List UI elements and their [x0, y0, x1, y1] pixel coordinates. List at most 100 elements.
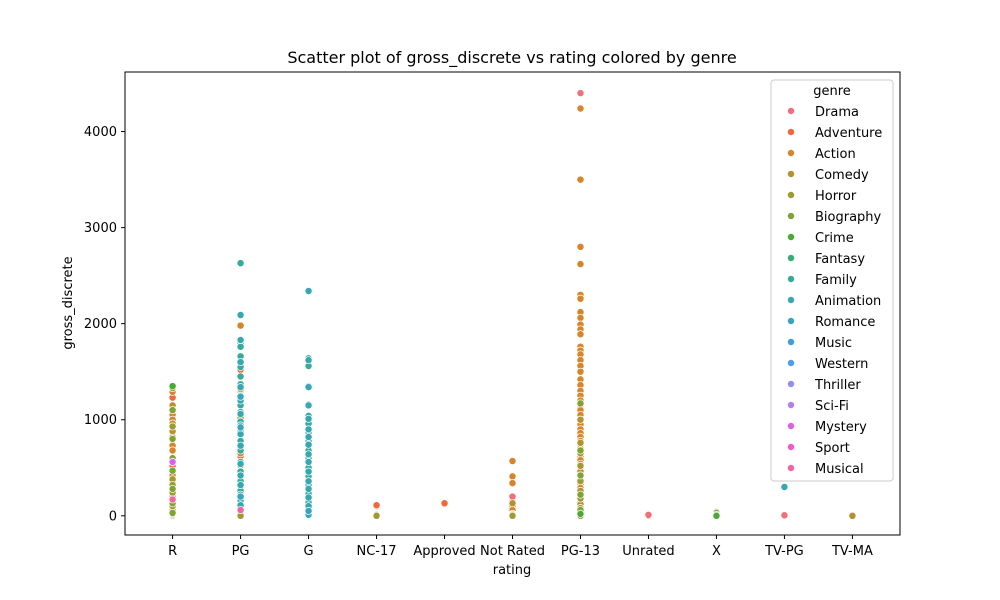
legend-entry-label: Animation — [815, 294, 881, 309]
data-point — [576, 313, 585, 322]
data-point — [304, 493, 313, 502]
data-point — [168, 422, 177, 431]
legend-marker — [787, 317, 795, 325]
data-point — [780, 483, 789, 491]
data-point — [576, 260, 585, 269]
x-tick-label: X — [712, 544, 721, 559]
data-point — [576, 367, 585, 376]
x-tick-label: Approved — [413, 544, 475, 559]
legend-entry-label: Drama — [815, 105, 859, 120]
data-point — [508, 499, 517, 508]
data-point — [304, 383, 313, 392]
y-tick-label: 0 — [109, 509, 117, 524]
data-point — [372, 511, 381, 520]
data-point — [236, 372, 245, 381]
data-point — [576, 446, 585, 455]
y-axis: 0 1000 2000 3000 4000 — [84, 125, 125, 524]
data-point — [236, 441, 245, 450]
data-point — [508, 511, 517, 520]
data-point — [236, 481, 245, 489]
data-point — [508, 492, 517, 501]
y-axis-label: gross_discrete — [61, 256, 76, 349]
data-point — [168, 382, 177, 391]
data-point — [168, 446, 177, 455]
data-point — [576, 399, 585, 408]
legend: genre Drama Adventure Action Comedy Horror Bi… — [770, 79, 894, 482]
data-point — [576, 415, 585, 424]
data-point — [576, 471, 585, 480]
legend-marker — [787, 422, 795, 430]
data-point — [304, 414, 313, 423]
data-point — [304, 356, 313, 365]
data-point — [236, 321, 245, 330]
data-point — [576, 242, 585, 251]
legend-marker — [787, 338, 795, 346]
data-point — [236, 423, 245, 432]
data-point — [576, 330, 585, 339]
y-tick-label: 2000 — [84, 317, 117, 332]
data-point — [236, 311, 245, 319]
x-tick-label: NC-17 — [357, 544, 397, 559]
data-point — [168, 466, 177, 475]
data-point — [780, 511, 789, 520]
data-point — [236, 336, 245, 344]
legend-marker — [787, 254, 795, 262]
legend-entry-label: Family — [815, 273, 857, 288]
legend-entry-label: Action — [815, 147, 856, 162]
legend-entry-label: Thriller — [814, 378, 861, 393]
legend-marker — [787, 380, 795, 388]
data-point — [236, 471, 245, 480]
data-point — [576, 438, 585, 447]
x-axis-label: rating — [493, 563, 532, 578]
data-point — [304, 467, 313, 476]
data-point — [304, 440, 313, 449]
data-point — [304, 484, 313, 493]
x-axis: R PG G NC-17 Approved Not Rated PG-13 Unrated X T… — [168, 535, 873, 559]
data-point — [304, 433, 313, 441]
data-point — [576, 509, 585, 518]
x-tick-label: TV-PG — [764, 544, 804, 559]
legend-title: genre — [813, 84, 851, 99]
x-tick-label: PG-13 — [561, 544, 600, 559]
x-tick-label: PG — [232, 544, 250, 559]
x-tick-label: Not Rated — [480, 544, 545, 559]
points-layer — [168, 89, 857, 520]
data-point — [372, 501, 381, 510]
legend-entry-label: Sci-Fi — [815, 399, 849, 414]
data-point — [236, 492, 245, 501]
legend-entry-label: Musical — [815, 462, 864, 477]
data-point — [576, 461, 585, 470]
data-point — [168, 458, 177, 466]
legend-entry-label: Romance — [815, 315, 875, 330]
legend-entry-label: Fantasy — [815, 252, 865, 267]
legend-entry-label: Western — [815, 357, 868, 372]
chart-title: Scatter plot of gross_discrete vs rating… — [287, 48, 736, 68]
data-point — [848, 511, 857, 520]
legend-entry-label: Comedy — [815, 168, 869, 183]
data-point — [236, 506, 245, 514]
data-point — [576, 104, 585, 113]
data-point — [236, 430, 245, 439]
y-tick-label: 4000 — [84, 125, 117, 140]
legend-entry-label: Adventure — [815, 126, 882, 141]
legend-marker — [787, 359, 795, 367]
legend-marker — [787, 275, 795, 283]
data-point — [508, 472, 517, 481]
data-point — [236, 392, 245, 401]
legend-entry-label: Music — [815, 336, 852, 351]
legend-marker — [787, 233, 795, 241]
legend-marker — [787, 170, 795, 178]
legend-marker — [787, 296, 795, 304]
data-point — [304, 507, 313, 515]
legend-box — [770, 79, 894, 482]
x-tick-label: R — [168, 544, 177, 559]
data-point — [168, 406, 177, 415]
data-point — [712, 511, 721, 520]
y-tick-label: 1000 — [84, 413, 117, 428]
data-point — [236, 358, 245, 367]
legend-entries: Drama Adventure Action Comedy Horror Biograph… — [787, 105, 882, 477]
data-point — [304, 450, 313, 459]
data-point — [576, 175, 585, 184]
data-point — [304, 425, 313, 434]
legend-entry-label: Horror — [815, 189, 857, 204]
